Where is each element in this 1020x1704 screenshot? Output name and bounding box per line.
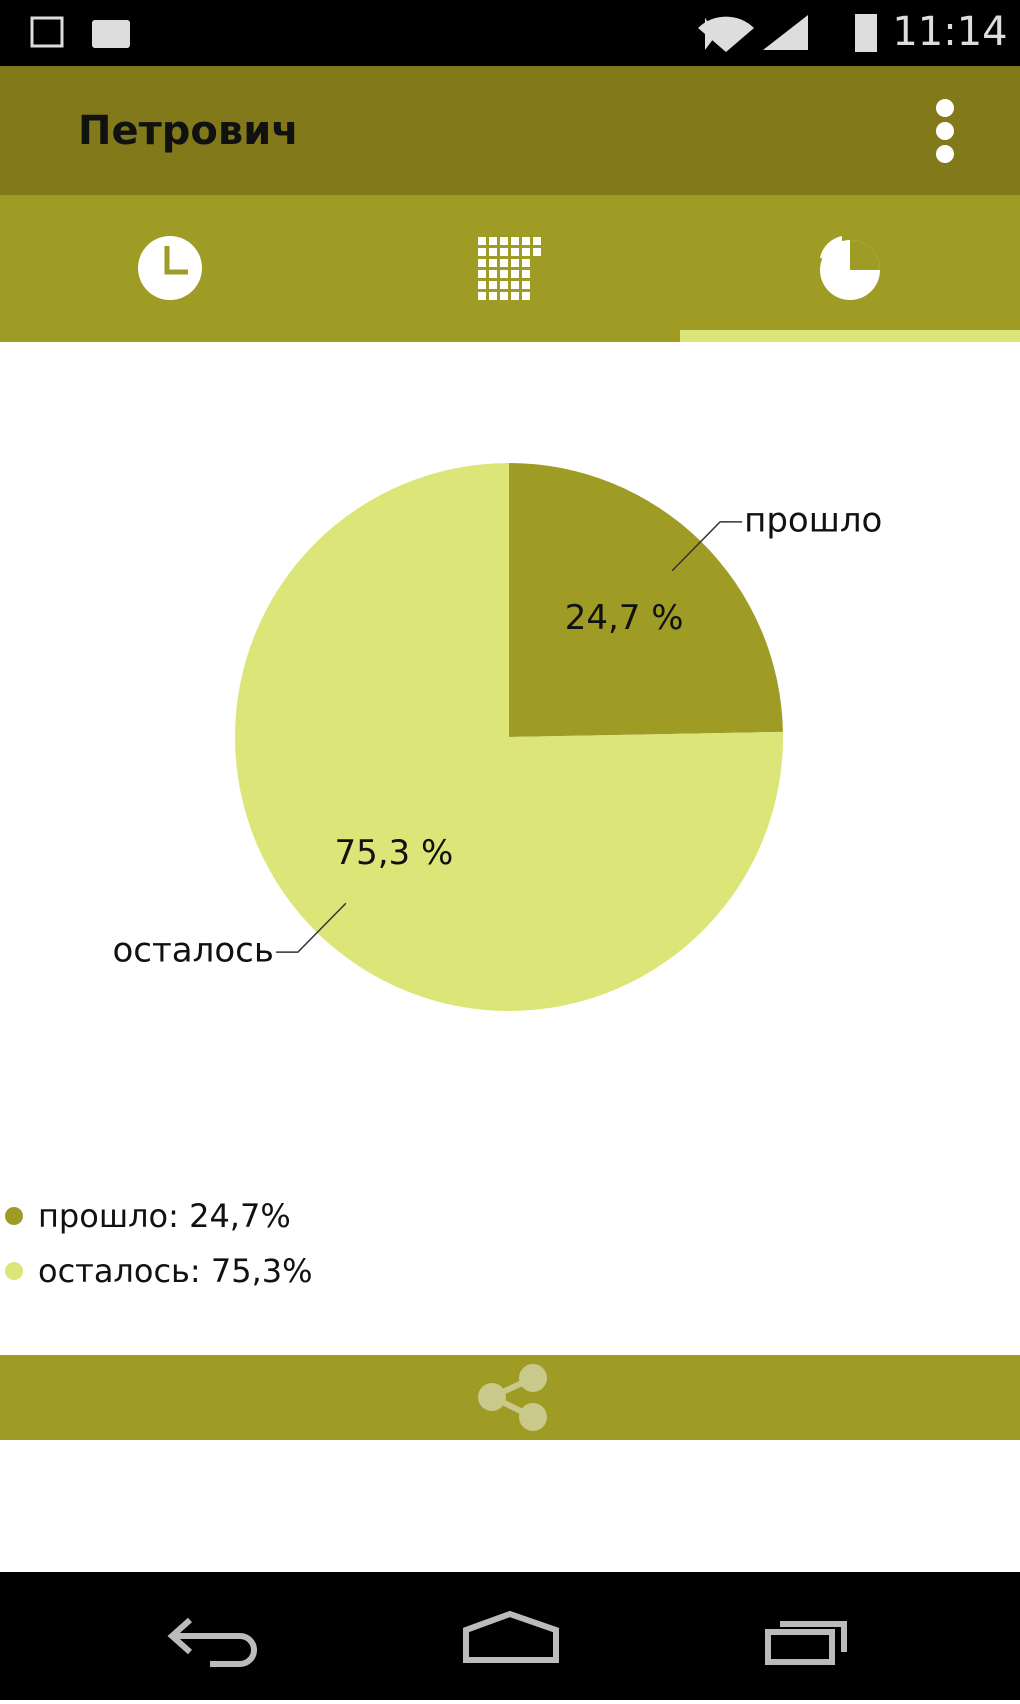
- leader-line: [275, 902, 347, 953]
- grid-cell: [500, 292, 508, 300]
- legend-label: осталось: 75,3%: [38, 1252, 313, 1290]
- nav-bar: [0, 1572, 1020, 1700]
- grid-cell: [522, 248, 530, 256]
- grid-cell: [533, 237, 541, 245]
- leader-line: [671, 521, 743, 572]
- grid-cell: [489, 237, 497, 245]
- grid-cell: [489, 281, 497, 289]
- grid-cell: [522, 270, 530, 278]
- grid-cell: [511, 248, 519, 256]
- grid-cell: [511, 237, 519, 245]
- grid-cell: [478, 259, 486, 267]
- tab-clock[interactable]: [138, 236, 202, 300]
- grid-cell: [478, 237, 486, 245]
- legend-dot: [5, 1262, 23, 1280]
- slice-value-label: 24,7 %: [565, 598, 684, 638]
- grid-cell: [478, 248, 486, 256]
- grid-cell: [522, 281, 530, 289]
- tab-indicator: [680, 330, 1020, 342]
- grid-cell: [522, 259, 530, 267]
- grid-cell: [500, 248, 508, 256]
- nav-icons[interactable]: [167, 1610, 847, 1667]
- status-time: 11:14: [892, 9, 1007, 55]
- grid-cell: [511, 259, 519, 267]
- grid-cell: [478, 281, 486, 289]
- grid-cell: [500, 270, 508, 278]
- legend-label: прошло: 24,7%: [38, 1197, 291, 1235]
- tab-grid[interactable]: [478, 237, 541, 300]
- grid-cell: [511, 270, 519, 278]
- grid-cell: [522, 292, 530, 300]
- share-icon[interactable]: [478, 1364, 547, 1431]
- grid-cell: [500, 259, 508, 267]
- status-bar: [0, 0, 1020, 66]
- grid-cell: [511, 292, 519, 300]
- pie-chart: 24,7 % прошло 75,3 % осталось прошло: 24,7% о…: [5, 463, 882, 1290]
- app-title: Петрович: [78, 108, 299, 154]
- pie-slice: [509, 463, 783, 737]
- grid-cell: [489, 248, 497, 256]
- grid-cell: [522, 237, 530, 245]
- grid-cell: [500, 281, 508, 289]
- grid-cell: [511, 281, 519, 289]
- grid-cell: [500, 237, 508, 245]
- slice-category-label: осталось: [112, 931, 273, 971]
- status-icons: [30, 14, 877, 53]
- grid-cell: [478, 292, 486, 300]
- app-bar: [0, 66, 1020, 195]
- grid-cell: [533, 248, 541, 256]
- tab-pie[interactable]: [820, 236, 880, 300]
- legend-dot: [5, 1207, 23, 1225]
- grid-cell: [489, 270, 497, 278]
- grid-cell: [489, 292, 497, 300]
- pie-slice: [235, 463, 784, 1011]
- overflow-menu[interactable]: [936, 99, 954, 163]
- slice-category-label: прошло: [744, 500, 882, 540]
- grid-cell: [478, 270, 486, 278]
- share-bar[interactable]: [0, 1355, 1020, 1440]
- grid-cell: [489, 259, 497, 267]
- slice-value-label: 75,3 %: [334, 833, 453, 873]
